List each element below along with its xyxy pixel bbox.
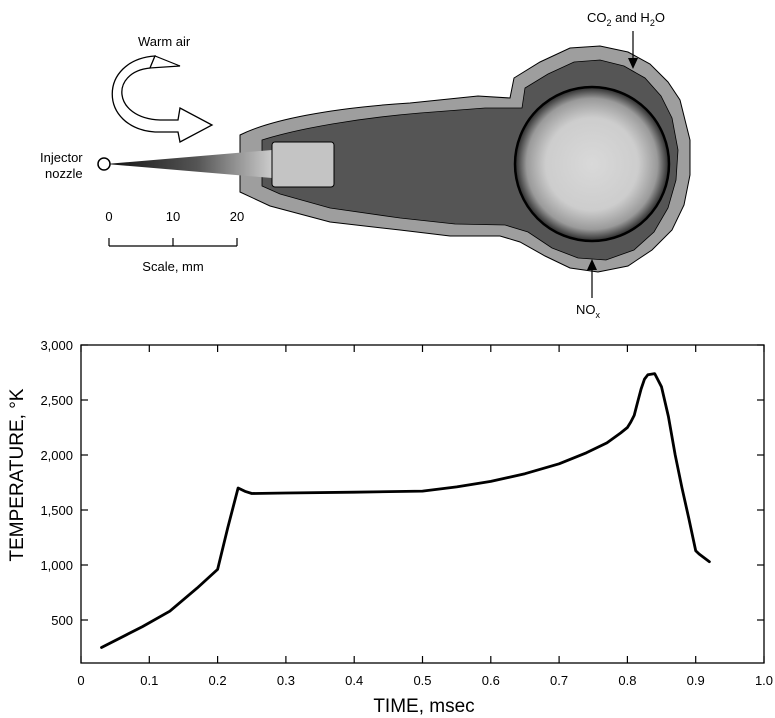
scale-bar: 0 10 20 Scale, mm xyxy=(105,209,244,274)
warm-air-arrow-icon xyxy=(111,55,214,143)
y-tick-label: 3,000 xyxy=(40,338,73,353)
y-axis-ticks: 500 1,000 1,500 2,000 2,500 3,000 xyxy=(40,338,764,628)
injector-label-line1: Injector xyxy=(40,150,83,165)
x-tick-label: 0.2 xyxy=(209,673,227,688)
flame-diagram: Warm air Injector nozzle 0 10 20 Scale, … xyxy=(40,10,691,320)
y-tick-label: 1,000 xyxy=(40,558,73,573)
x-tick-label: 0.6 xyxy=(482,673,500,688)
injector-label-line2: nozzle xyxy=(45,166,83,181)
scale-tick-10: 10 xyxy=(166,209,180,224)
co2-arrow-icon xyxy=(628,31,638,69)
x-tick-label: 0 xyxy=(77,673,84,688)
x-tick-label: 0.1 xyxy=(140,673,158,688)
x-tick-label: 0.4 xyxy=(345,673,363,688)
fuel-spray-cone xyxy=(106,150,272,178)
x-tick-label: 0.7 xyxy=(550,673,568,688)
nox-arrow-icon xyxy=(587,259,597,298)
nox-label: NOx xyxy=(576,302,601,320)
x-axis-ticks: 0 0.1 0.2 0.3 0.4 0.5 0.6 0.7 0.8 0.9 1.0 xyxy=(77,345,773,688)
x-tick-label: 0.9 xyxy=(687,673,705,688)
x-axis-label: TIME, msec xyxy=(373,696,474,717)
y-axis-label: TEMPERATURE, °K xyxy=(7,388,28,561)
liquid-core xyxy=(271,141,335,188)
y-tick-label: 2,500 xyxy=(40,393,73,408)
series-temperature-line xyxy=(100,372,711,649)
injector-nozzle-icon xyxy=(97,157,111,171)
flame-core xyxy=(513,85,671,243)
temperature-chart: 0 0.1 0.2 0.3 0.4 0.5 0.6 0.7 0.8 0.9 1.0 500 1,000… xyxy=(7,338,773,717)
x-tick-label: 0.8 xyxy=(618,673,636,688)
scale-tick-20: 20 xyxy=(230,209,244,224)
y-tick-label: 2,000 xyxy=(40,448,73,463)
scale-label: Scale, mm xyxy=(142,259,203,274)
x-tick-label: 1.0 xyxy=(755,673,773,688)
y-tick-label: 500 xyxy=(51,613,73,628)
warm-air-label: Warm air xyxy=(138,34,191,49)
x-tick-label: 0.3 xyxy=(277,673,295,688)
y-tick-label: 1,500 xyxy=(40,503,73,518)
x-tick-label: 0.5 xyxy=(413,673,431,688)
scale-tick-0: 0 xyxy=(105,209,112,224)
co2-h2o-label: CO2 and H2O xyxy=(587,10,665,28)
